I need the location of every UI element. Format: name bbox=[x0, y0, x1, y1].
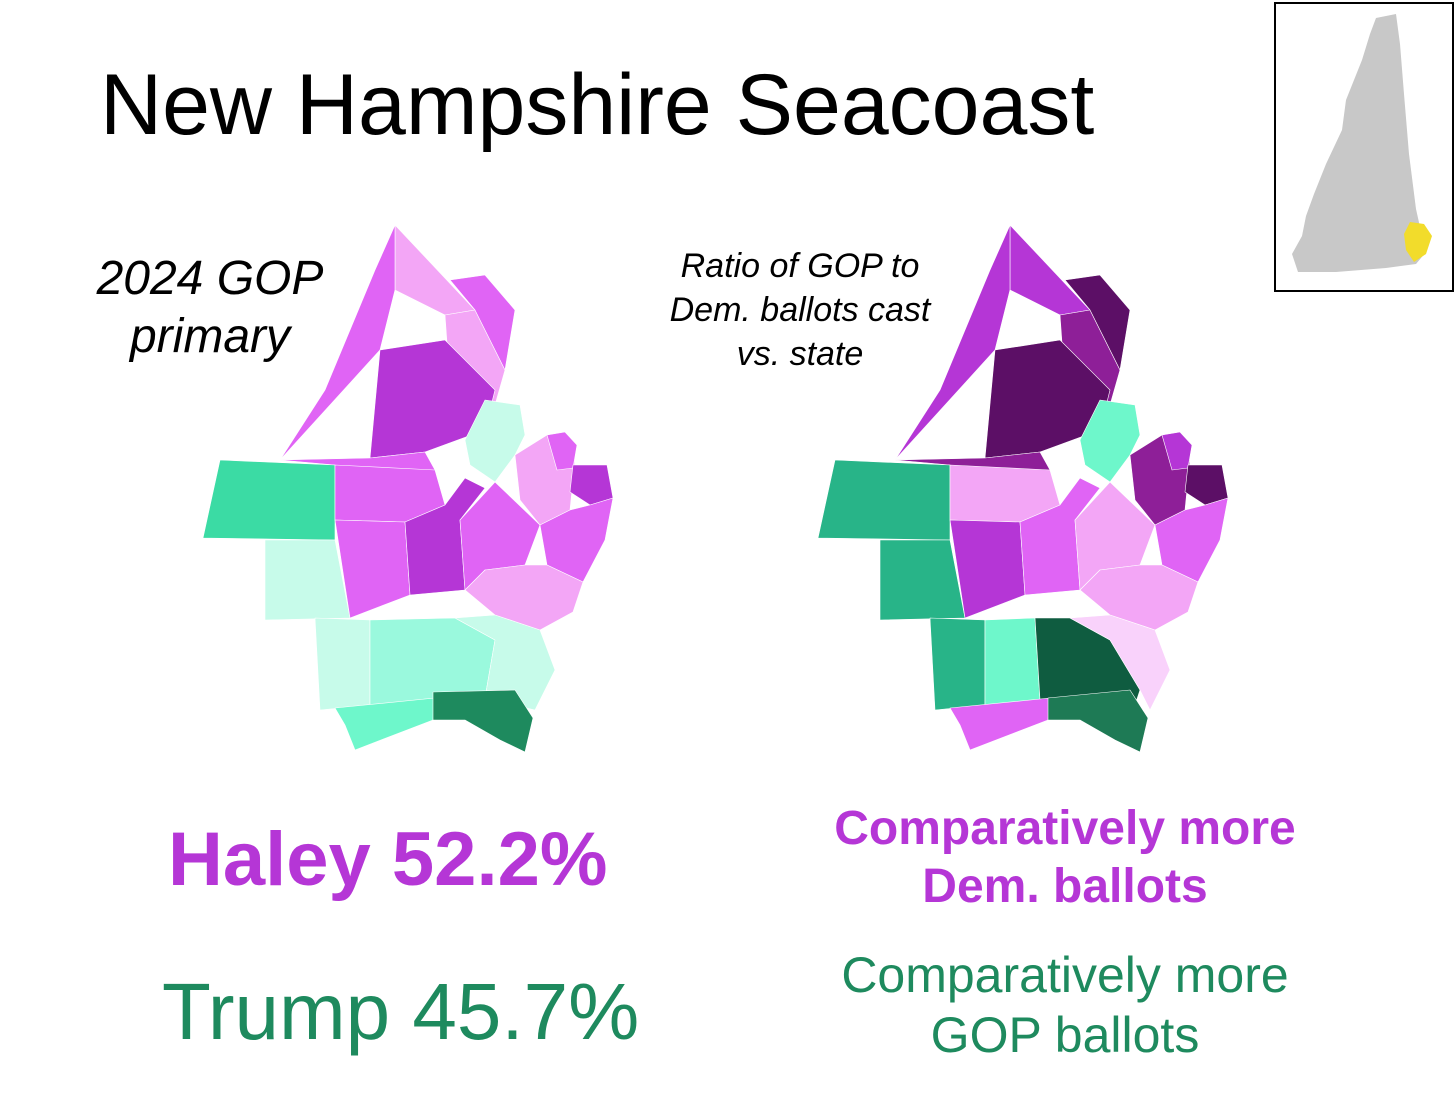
town-region bbox=[264, 539, 351, 621]
locator-inset bbox=[1274, 2, 1454, 292]
town-region bbox=[539, 497, 614, 583]
town-region bbox=[1184, 464, 1229, 506]
town-region bbox=[1047, 689, 1149, 753]
town-region bbox=[1154, 497, 1229, 583]
town-region bbox=[1161, 431, 1193, 471]
right-map-caption-line2: Dem. ballots cast bbox=[669, 291, 931, 330]
ballot-ratio-map bbox=[817, 224, 1229, 753]
new-hampshire-locator-map bbox=[1292, 14, 1432, 272]
town-region bbox=[879, 539, 966, 621]
town-region bbox=[432, 689, 534, 753]
town-region bbox=[1019, 477, 1101, 596]
town-region bbox=[394, 224, 476, 316]
seacoast-highlight bbox=[1404, 222, 1432, 262]
town-region bbox=[464, 399, 526, 483]
town-region bbox=[454, 614, 556, 711]
town-region bbox=[1079, 399, 1141, 483]
haley-result: Haley 52.2% bbox=[168, 817, 608, 902]
primary-results-map bbox=[202, 224, 614, 753]
right-map-caption-line1: Ratio of GOP to bbox=[680, 247, 920, 285]
town-region bbox=[202, 459, 336, 541]
state-shape bbox=[1292, 14, 1426, 272]
town-region bbox=[984, 617, 1041, 706]
left-map-caption-line1: 2024 GOP bbox=[96, 252, 324, 305]
legend-gop-line2: GOP ballots bbox=[930, 1007, 1200, 1063]
town-region bbox=[1009, 224, 1091, 316]
trump-result: Trump 45.7% bbox=[162, 967, 640, 1056]
town-region bbox=[334, 697, 436, 751]
town-region bbox=[569, 464, 614, 506]
town-region bbox=[546, 431, 578, 471]
left-map-caption-line2: primary bbox=[129, 309, 290, 363]
town-region bbox=[1064, 274, 1131, 371]
town-region bbox=[1069, 614, 1171, 711]
legend-gop: Comparatively more GOP ballots bbox=[765, 945, 1365, 1065]
town-region bbox=[314, 617, 371, 711]
legend-dem: Comparatively more Dem. ballots bbox=[765, 800, 1365, 915]
legend-dem-line2: Dem. ballots bbox=[922, 859, 1208, 913]
town-region bbox=[949, 697, 1051, 751]
legend-dem-line1: Comparatively more bbox=[834, 802, 1296, 855]
town-region bbox=[929, 617, 986, 711]
page-title: New Hampshire Seacoast bbox=[100, 57, 1095, 153]
right-map-caption: Ratio of GOP to Dem. ballots cast vs. st… bbox=[640, 244, 960, 377]
town-region bbox=[817, 459, 951, 541]
right-map-caption-line3: vs. state bbox=[736, 335, 864, 374]
legend-gop-line1: Comparatively more bbox=[841, 947, 1289, 1003]
town-region bbox=[404, 477, 486, 596]
left-map-caption: 2024 GOP primary bbox=[60, 250, 360, 365]
town-region bbox=[449, 274, 516, 371]
